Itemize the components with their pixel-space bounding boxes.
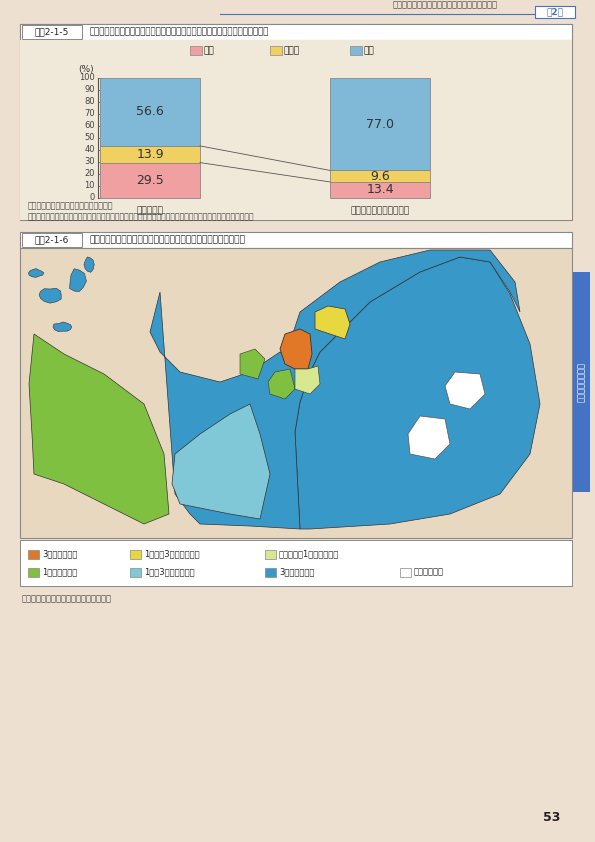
Text: 図表2-1-6: 図表2-1-6 (35, 236, 69, 244)
Text: 100: 100 (79, 73, 95, 83)
Text: 図表2-1-5: 図表2-1-5 (35, 28, 69, 36)
Text: 3％以上の上昇: 3％以上の上昇 (42, 550, 77, 558)
Text: 地方圏の地域別の地価動向（商業地）（上昇、横ばい、下落の地点数の推移）: 地方圏の地域別の地価動向（商業地）（上昇、横ばい、下落の地点数の推移） (90, 28, 270, 36)
Polygon shape (29, 269, 44, 277)
Text: (%): (%) (78, 65, 93, 74)
Text: 30: 30 (84, 157, 95, 167)
Text: 20: 20 (84, 169, 95, 179)
Bar (330, 170, 430, 182)
Polygon shape (290, 250, 520, 372)
Text: 1％以3％未満の下落: 1％以3％未満の下落 (144, 568, 195, 577)
Text: 県庁所在地以外の地方圏: 県庁所在地以外の地方圏 (350, 206, 409, 215)
Text: 上昇: 上昇 (204, 46, 215, 55)
Bar (350, 46, 362, 55)
Polygon shape (295, 257, 540, 529)
Text: 横ばい: 横ばい (284, 46, 300, 55)
Bar (265, 568, 276, 577)
Polygon shape (408, 416, 450, 459)
Text: 調査地点なし: 調査地点なし (414, 568, 444, 577)
Text: 13.9: 13.9 (136, 147, 164, 161)
Bar (400, 568, 411, 577)
Text: 13.4: 13.4 (366, 184, 394, 196)
Polygon shape (295, 366, 320, 394)
Bar (28, 550, 39, 559)
Polygon shape (315, 306, 350, 339)
Bar (535, 6, 575, 18)
Polygon shape (445, 372, 485, 409)
Polygon shape (84, 257, 94, 272)
Text: 9.6: 9.6 (370, 169, 390, 183)
Text: 下落: 下落 (364, 46, 375, 55)
Text: 1％未満の下落: 1％未満の下落 (42, 568, 77, 577)
Polygon shape (240, 349, 265, 379)
Bar (22, 233, 82, 247)
Bar (130, 550, 141, 559)
Bar (20, 232, 572, 248)
Bar (20, 24, 572, 220)
Bar (265, 550, 276, 559)
Text: 56.6: 56.6 (136, 105, 164, 119)
Text: 0: 0 (90, 194, 95, 202)
Text: 77.0: 77.0 (366, 118, 394, 131)
Text: 50: 50 (84, 134, 95, 142)
Text: 90: 90 (84, 86, 95, 94)
Bar (100, 146, 200, 163)
Text: 資料：国土交通省「地価公示」より作成: 資料：国土交通省「地価公示」より作成 (28, 201, 114, 210)
Text: 第2章: 第2章 (546, 8, 563, 17)
Polygon shape (53, 322, 72, 332)
Bar (572, 272, 590, 492)
Text: 脱デフレから脱出しつつある不動産市場の変化: 脱デフレから脱出しつつある不動産市場の変化 (393, 0, 497, 9)
Bar (330, 78, 430, 170)
Text: 県庁所在地: 県庁所在地 (137, 206, 164, 215)
Bar (190, 46, 202, 55)
Text: 横ばい又は1％未満の上昇: 横ばい又は1％未満の上昇 (279, 550, 339, 558)
Text: 70: 70 (84, 109, 95, 119)
Text: 80: 80 (84, 98, 95, 106)
Text: 40: 40 (84, 146, 95, 154)
Polygon shape (268, 369, 295, 399)
Polygon shape (172, 404, 270, 519)
Bar (20, 540, 572, 586)
Bar (330, 182, 430, 198)
Text: 60: 60 (84, 121, 95, 131)
Text: 土地に関する要因: 土地に関する要因 (577, 362, 585, 402)
Text: 九州北部の市区町村別地価動向（平成２６年地価公示、商業地）: 九州北部の市区町村別地価動向（平成２６年地価公示、商業地） (90, 236, 246, 244)
Text: 29.5: 29.5 (136, 173, 164, 187)
Bar (100, 163, 200, 198)
Polygon shape (280, 329, 312, 369)
Text: 10: 10 (84, 182, 95, 190)
Bar (20, 248, 572, 538)
Bar (28, 568, 39, 577)
Text: 1％以上3％未満の上昇: 1％以上3％未満の上昇 (144, 550, 200, 558)
Bar (20, 24, 572, 40)
Text: 53: 53 (543, 811, 560, 824)
Polygon shape (150, 292, 310, 529)
Bar (130, 568, 141, 577)
Polygon shape (39, 288, 61, 303)
Text: 注：平成２６年地価公示の結果より、地方圏の地域別に上昇、横ばい、下落した地点数の割合を示したもの。: 注：平成２６年地価公示の結果より、地方圏の地域別に上昇、横ばい、下落した地点数の… (28, 212, 255, 221)
Text: 資料：国土交通省「地価公示」より作成: 資料：国土交通省「地価公示」より作成 (22, 594, 112, 603)
Bar (100, 78, 200, 146)
Polygon shape (70, 269, 86, 291)
Text: 3％以上の下落: 3％以上の下落 (279, 568, 314, 577)
Bar (20, 40, 572, 220)
Polygon shape (29, 334, 169, 524)
Bar (270, 46, 282, 55)
Bar (22, 25, 82, 39)
